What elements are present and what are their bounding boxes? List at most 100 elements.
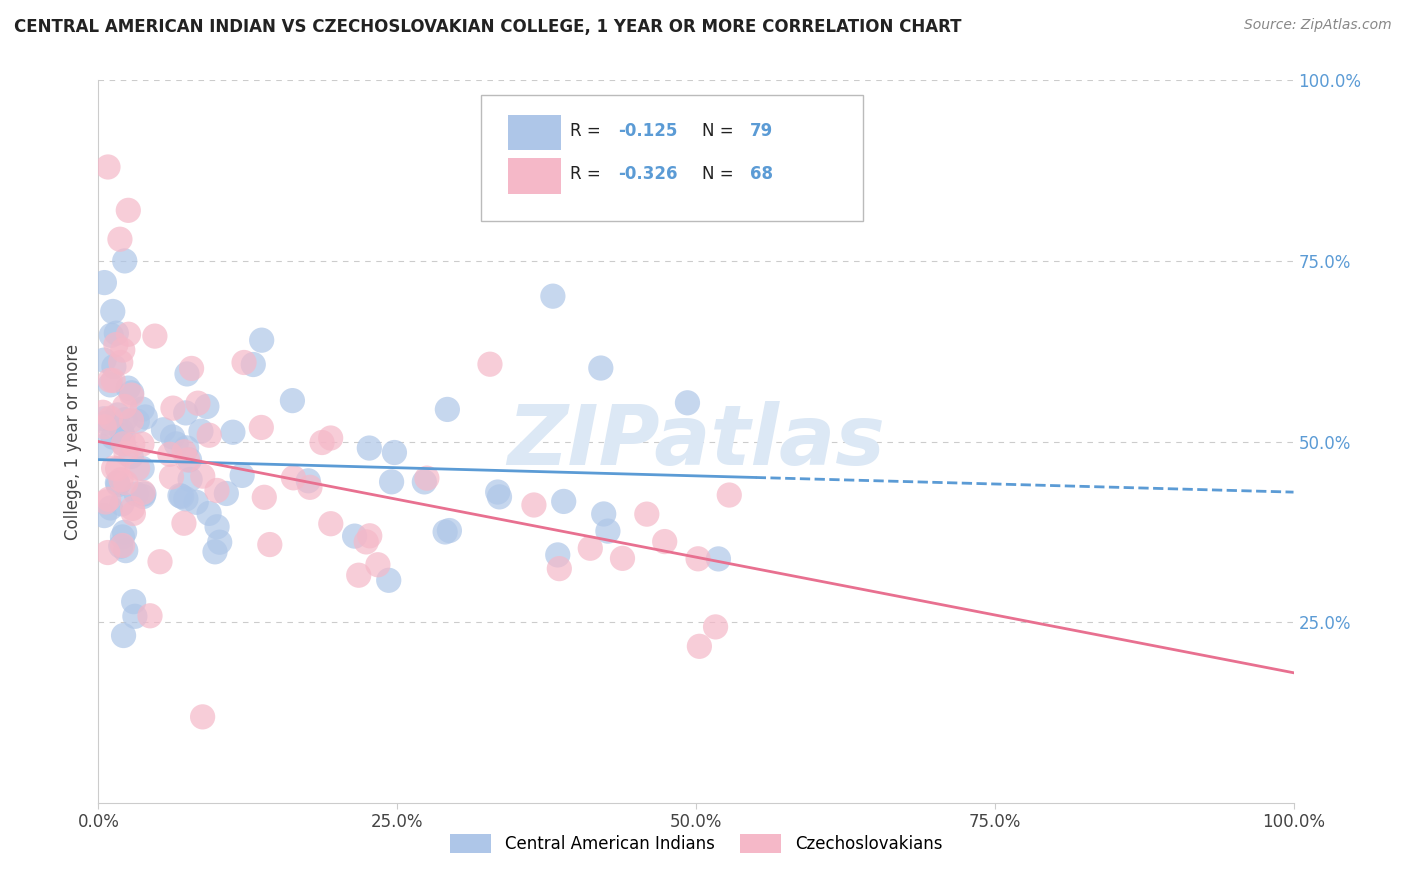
Point xyxy=(93,419,115,434)
Point xyxy=(112,437,135,451)
Point xyxy=(367,558,389,572)
Point xyxy=(131,437,153,451)
Point xyxy=(416,471,439,485)
Text: -0.326: -0.326 xyxy=(619,165,678,183)
Point xyxy=(343,529,366,543)
Point xyxy=(488,490,510,504)
Point xyxy=(97,545,120,559)
Point xyxy=(125,487,148,501)
Point xyxy=(174,491,197,506)
Point xyxy=(98,373,121,387)
Point xyxy=(354,535,377,549)
Point xyxy=(180,361,202,376)
Point xyxy=(436,402,458,417)
Point xyxy=(132,490,155,504)
Legend: Central American Indians, Czechoslovakians: Central American Indians, Czechoslovakia… xyxy=(443,827,949,860)
Point xyxy=(97,492,120,507)
Text: -0.125: -0.125 xyxy=(619,122,678,140)
Text: 68: 68 xyxy=(749,165,773,183)
Point xyxy=(253,491,276,505)
Point xyxy=(176,367,198,381)
Point xyxy=(98,377,121,392)
Point xyxy=(162,430,184,444)
Point xyxy=(179,453,201,467)
Point xyxy=(121,437,143,451)
Point xyxy=(434,524,457,539)
Point xyxy=(120,450,142,464)
Point xyxy=(117,381,139,395)
Point xyxy=(186,495,208,509)
Point xyxy=(242,358,264,372)
Point xyxy=(160,470,183,484)
Point xyxy=(205,483,228,498)
Point xyxy=(107,461,129,475)
Point xyxy=(101,304,124,318)
Point xyxy=(612,551,634,566)
Point xyxy=(110,473,132,487)
Point xyxy=(162,401,184,416)
Text: N =: N = xyxy=(702,122,738,140)
Point xyxy=(127,414,149,428)
Point xyxy=(103,359,125,374)
Point xyxy=(523,498,546,512)
Point xyxy=(384,445,406,459)
Point xyxy=(121,413,143,427)
Point xyxy=(259,537,281,551)
Point xyxy=(579,541,602,556)
Point xyxy=(553,494,575,508)
Point xyxy=(173,444,195,458)
Point xyxy=(104,337,127,351)
Point xyxy=(131,461,153,475)
Point xyxy=(107,477,129,491)
Point xyxy=(114,475,136,490)
Point xyxy=(93,508,115,523)
Point xyxy=(127,461,149,475)
Point xyxy=(103,461,125,475)
Point xyxy=(179,472,201,486)
Point xyxy=(100,500,122,515)
Point xyxy=(319,431,342,445)
Point xyxy=(107,475,129,490)
Point xyxy=(377,574,399,588)
Point xyxy=(283,471,305,485)
Point xyxy=(636,507,658,521)
Point xyxy=(96,416,118,430)
Point xyxy=(486,485,509,500)
Text: ZIPatlas: ZIPatlas xyxy=(508,401,884,482)
Point xyxy=(596,524,619,538)
Point xyxy=(117,327,139,342)
Point xyxy=(121,385,143,400)
Point xyxy=(101,374,124,388)
Point xyxy=(250,333,273,347)
Point xyxy=(170,490,193,504)
Point xyxy=(91,440,114,454)
Point xyxy=(121,388,143,402)
Point xyxy=(115,446,138,460)
Point xyxy=(93,276,115,290)
Point xyxy=(547,548,569,562)
Point xyxy=(478,357,501,371)
Point xyxy=(222,425,245,440)
FancyBboxPatch shape xyxy=(509,158,561,194)
Text: N =: N = xyxy=(702,165,738,183)
Point xyxy=(110,539,132,553)
Point xyxy=(111,343,134,357)
Point xyxy=(139,608,162,623)
Point xyxy=(107,408,129,422)
Point xyxy=(117,203,139,218)
Point xyxy=(204,545,226,559)
Point xyxy=(174,406,197,420)
Point xyxy=(311,435,333,450)
Point xyxy=(112,628,135,642)
Point xyxy=(381,475,404,489)
Text: CENTRAL AMERICAN INDIAN VS CZECHOSLOVAKIAN COLLEGE, 1 YEAR OR MORE CORRELATION C: CENTRAL AMERICAN INDIAN VS CZECHOSLOVAKI… xyxy=(14,18,962,36)
Point xyxy=(93,411,115,425)
Point xyxy=(101,430,124,444)
Point xyxy=(592,507,614,521)
Point xyxy=(122,594,145,608)
Point xyxy=(718,488,741,502)
Point xyxy=(111,530,134,544)
Point xyxy=(298,480,321,494)
Point xyxy=(686,551,709,566)
Point xyxy=(190,424,212,438)
